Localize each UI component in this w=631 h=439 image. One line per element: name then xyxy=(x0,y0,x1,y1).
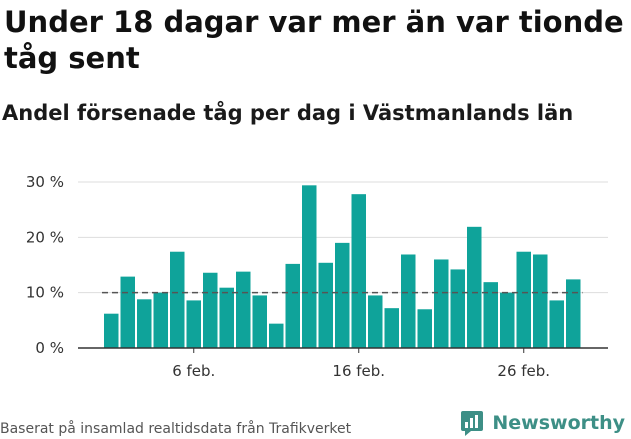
bar xyxy=(219,287,234,348)
bar xyxy=(318,262,333,348)
y-tick-label: 20 % xyxy=(26,228,64,246)
bar xyxy=(335,242,350,348)
bar xyxy=(137,299,152,348)
bar xyxy=(566,279,581,348)
x-tick-label: 26 feb. xyxy=(497,362,550,380)
bar xyxy=(467,226,482,348)
y-tick-label: 30 % xyxy=(26,173,64,191)
bar-chart: 0 % 10 % 20 % 30 % 6 feb. 16 feb. 26 feb. xyxy=(26,173,608,380)
bar xyxy=(516,251,531,348)
bar xyxy=(203,272,218,348)
y-tick-label: 10 % xyxy=(26,284,64,302)
bar xyxy=(104,313,119,348)
bar xyxy=(120,276,135,348)
brand-logo[interactable]: Newsworthy xyxy=(460,409,625,437)
bar xyxy=(483,282,498,348)
bar xyxy=(302,185,317,348)
bar xyxy=(351,194,366,348)
bar xyxy=(434,259,449,348)
bar xyxy=(153,292,168,348)
source-note: Baserat på insamlad realtidsdata från Tr… xyxy=(0,421,352,437)
bar xyxy=(549,300,564,348)
bar xyxy=(450,269,465,348)
bar xyxy=(533,254,548,348)
bar xyxy=(252,295,267,348)
bar xyxy=(384,308,399,348)
bar xyxy=(417,309,432,348)
newsworthy-logo-icon xyxy=(461,411,484,436)
bar xyxy=(269,323,284,348)
bar xyxy=(368,295,383,348)
bar xyxy=(186,300,201,348)
brand-name: Newsworthy xyxy=(492,412,625,434)
y-tick-label: 0 % xyxy=(35,339,64,357)
x-tick-label: 6 feb. xyxy=(172,362,215,380)
bar xyxy=(500,292,515,348)
bar xyxy=(401,254,416,348)
bar xyxy=(170,251,185,348)
bar xyxy=(236,271,251,348)
chart-subtitle: Andel försenade tåg per dag i Västmanlan… xyxy=(2,101,574,125)
chart-title: Under 18 dagar var mer än var tionde tåg… xyxy=(4,5,624,75)
x-tick-label: 16 feb. xyxy=(332,362,385,380)
bar xyxy=(285,263,300,348)
